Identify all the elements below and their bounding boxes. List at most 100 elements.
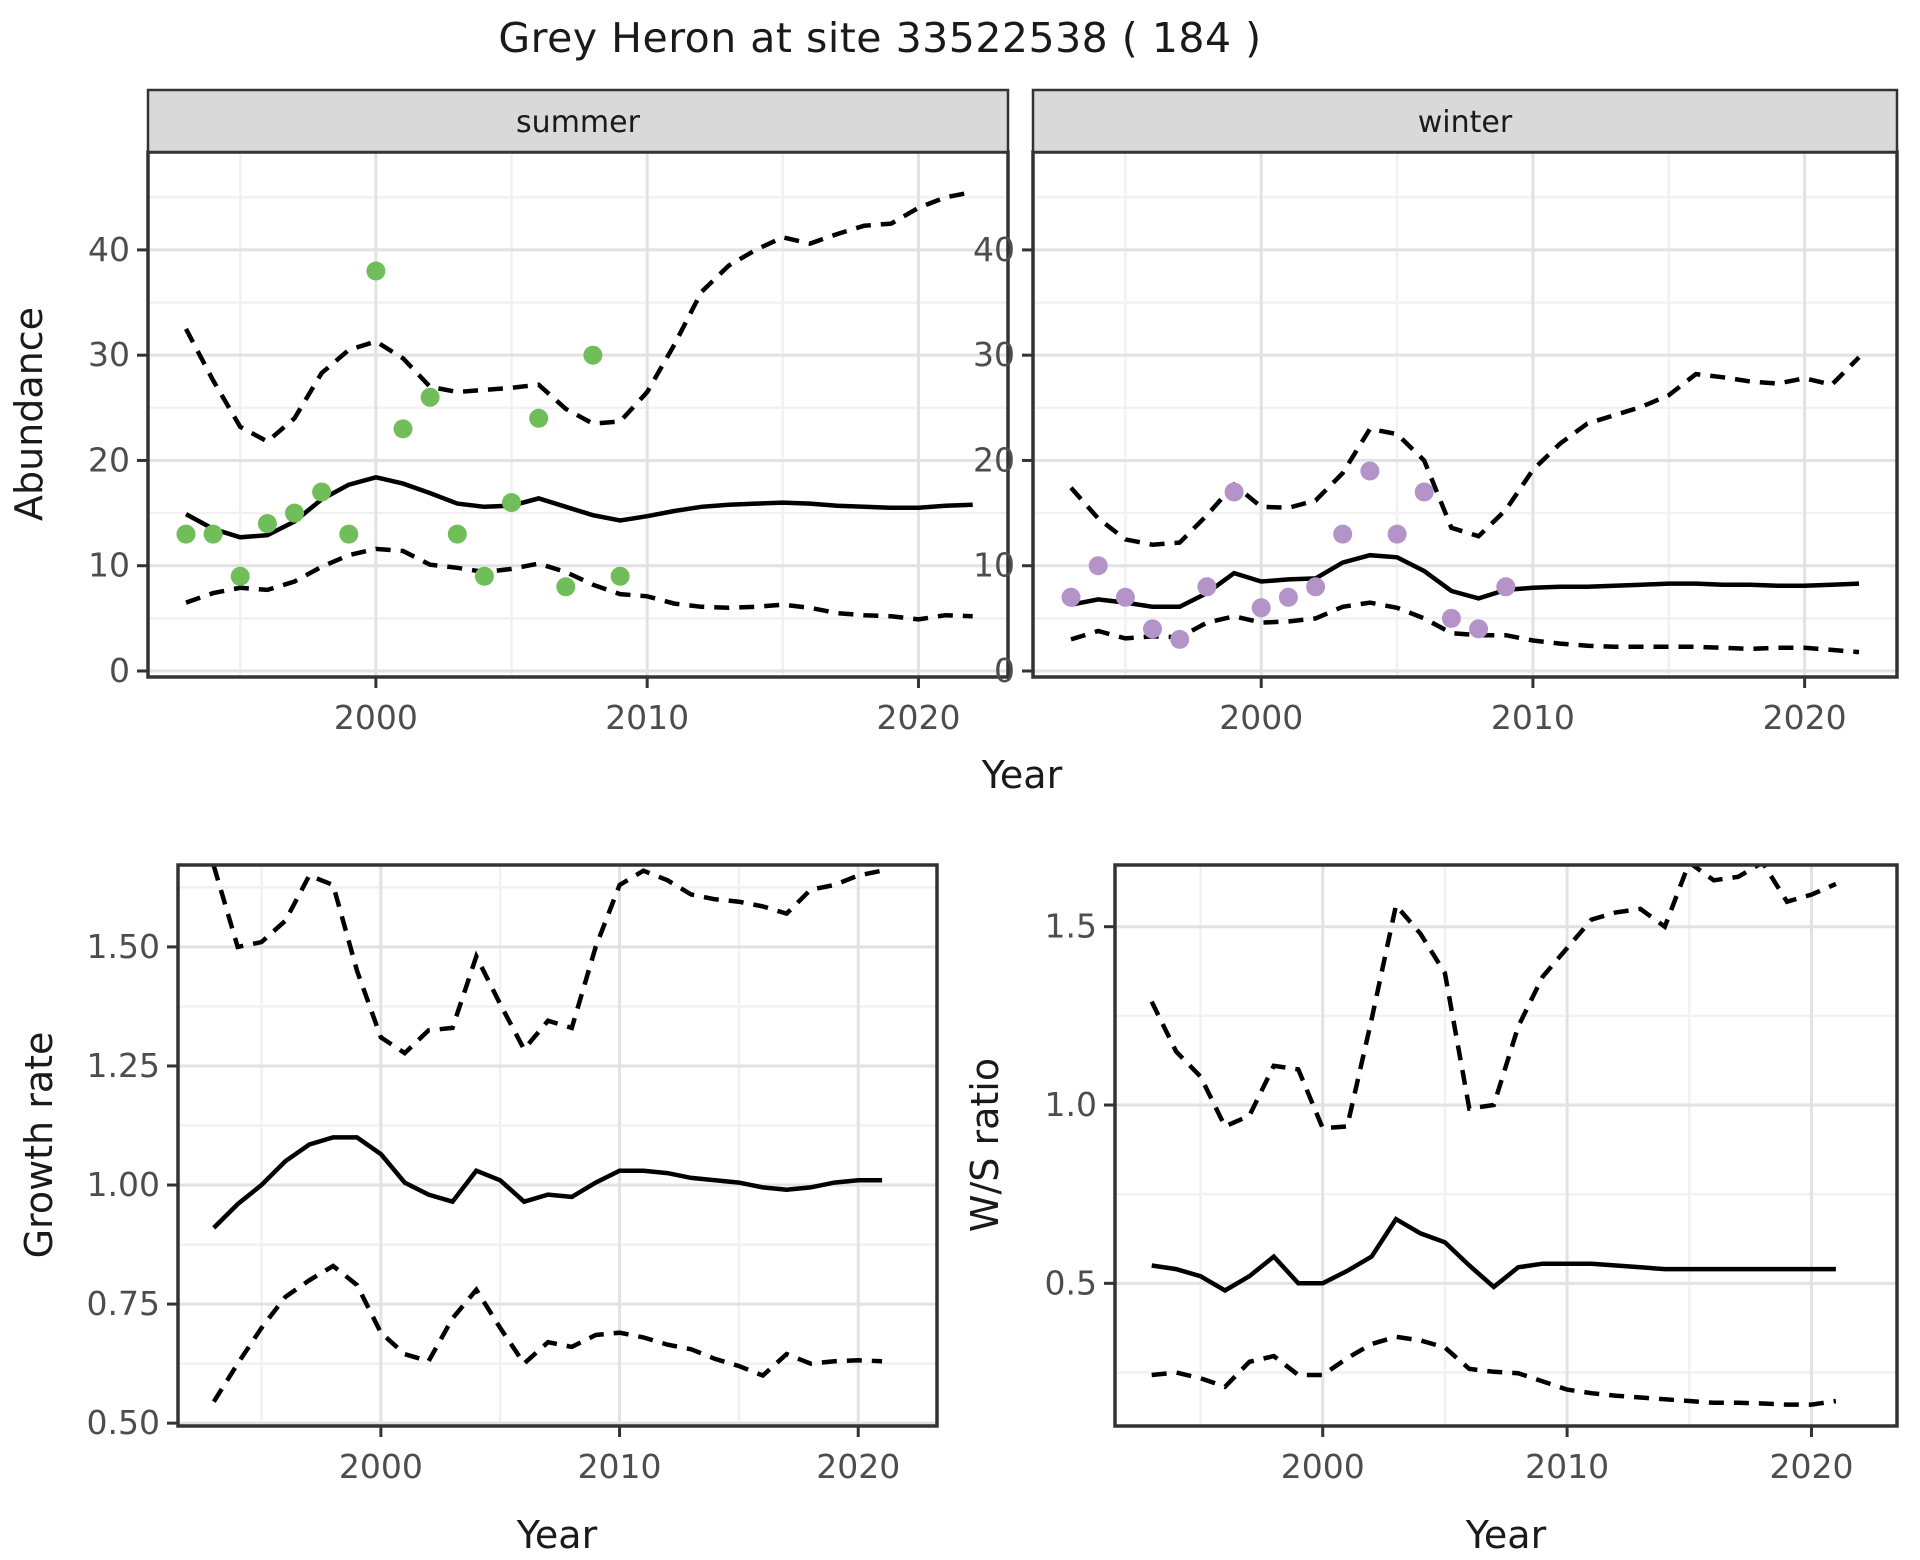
x-axis-title: Year: [1465, 1513, 1547, 1557]
y-tick-label: 1.25: [87, 1046, 160, 1085]
data-point: [502, 493, 521, 513]
panel-ws_ratio: 2000 2010 2020 0.5 1.0 1.5 W/S ratio Year: [963, 863, 1899, 1557]
panel-bg: [1033, 152, 1897, 677]
panel-border: [1113, 863, 1899, 1428]
x-tick-label: 2000: [1281, 1447, 1365, 1486]
data-point: [203, 524, 223, 544]
series-solid-line: [184, 474, 973, 540]
data-point: [285, 503, 304, 523]
x-tick-label: 2020: [1763, 698, 1847, 737]
series-dashed-line: [211, 1263, 883, 1403]
series-dashed-line: [185, 546, 973, 622]
series-solid-line: [212, 1135, 883, 1230]
x-tick-label: 2010: [578, 1447, 662, 1486]
y-tick-label: 0.5: [1045, 1263, 1097, 1302]
x-tick-label: 2020: [816, 1447, 900, 1486]
data-point: [1333, 524, 1353, 544]
series-dashed-line: [1151, 1334, 1837, 1407]
facet-strip: [1031, 88, 1899, 154]
panel-bg: [1115, 865, 1897, 1426]
data-point: [474, 566, 494, 586]
y-axis-title: Growth rate: [17, 1032, 61, 1259]
x-tick-label: 2000: [339, 1447, 423, 1486]
x-tick-label: 2000: [1219, 698, 1303, 737]
data-point: [1061, 587, 1081, 607]
data-point: [1197, 577, 1217, 597]
y-tick-label: 1.5: [1045, 907, 1097, 946]
data-point: [1115, 587, 1135, 607]
series-solid-line: [1070, 552, 1860, 610]
data-point: [447, 524, 467, 544]
data-point: [583, 345, 603, 365]
data-point: [420, 387, 440, 407]
y-tick-label: 10: [973, 546, 1015, 585]
y-tick-label: 1.0: [1045, 1085, 1097, 1124]
data-point: [1496, 577, 1516, 597]
data-point: [393, 419, 413, 439]
series-solid-line: [1151, 1216, 1836, 1294]
series-dashed-line: [1069, 355, 1861, 547]
y-tick-label: 1.00: [87, 1165, 160, 1204]
y-tick-label: 0.75: [87, 1284, 160, 1323]
data-point: [230, 566, 250, 586]
series-dashed-line: [211, 865, 883, 1056]
y-tick-label: 0: [994, 651, 1015, 690]
data-point: [1441, 608, 1461, 628]
y-tick-label: 20: [88, 440, 130, 479]
data-point: [1360, 461, 1380, 481]
data-point: [1224, 482, 1244, 502]
data-point: [176, 524, 196, 544]
data-point: [257, 514, 277, 534]
plot-title: Grey Heron at site 33522538 ( 184 ): [498, 14, 1262, 62]
y-tick-label: 30: [88, 335, 130, 374]
facet-strip-label: winter: [1418, 105, 1513, 140]
x-axis-title: Year: [516, 1513, 598, 1557]
data-point: [1170, 629, 1190, 649]
data-layer: [211, 865, 883, 1403]
x-tick-label: 2000: [334, 698, 418, 737]
shared-x-axis-title: Year: [981, 753, 1063, 797]
x-tick-label: 2010: [605, 698, 689, 737]
y-tick-label: 40: [88, 230, 130, 269]
x-tick-label: 2020: [1769, 1447, 1853, 1486]
x-tick-label: 2010: [1491, 698, 1575, 737]
y-tick-label: 0: [109, 651, 130, 690]
panel-bg: [178, 865, 937, 1426]
data-point: [312, 482, 332, 502]
data-point: [556, 577, 576, 597]
series-dashed-line: [1149, 865, 1837, 1131]
data-point: [1469, 619, 1489, 639]
y-tick-label: 30: [973, 335, 1015, 374]
data-layer: [1149, 865, 1837, 1407]
panel-border: [176, 863, 939, 1428]
series-dashed-line: [184, 189, 974, 445]
data-layer: [176, 189, 974, 622]
data-point: [1306, 577, 1326, 597]
panel-abundance_winter: winter 2000 2010 2020 0 10 20 30 40: [973, 88, 1899, 737]
y-axis-title: Abundance: [7, 307, 51, 521]
data-point: [339, 524, 359, 544]
y-tick-label: 10: [88, 546, 130, 585]
data-point: [529, 408, 549, 428]
y-tick-label: 20: [973, 440, 1015, 479]
y-axis-title: W/S ratio: [963, 1058, 1007, 1232]
data-layer: [1061, 355, 1861, 655]
y-tick-label: 40: [973, 230, 1015, 269]
data-point: [1143, 619, 1162, 639]
data-point: [1414, 482, 1434, 502]
y-tick-label: 0.50: [87, 1403, 160, 1442]
facet-strip-label: summer: [516, 105, 641, 140]
panel-growth_rate: 2000 2010 2020 0.50 0.75 1.00 1.25 1.50 Growth r…: [17, 863, 939, 1557]
x-tick-label: 2020: [876, 698, 960, 737]
data-point: [610, 566, 630, 586]
data-point: [1251, 598, 1271, 618]
data-point: [366, 261, 386, 281]
series-dashed-line: [1070, 600, 1860, 655]
facet-strip: [146, 88, 1010, 154]
data-point: [1278, 587, 1298, 607]
x-tick-label: 2010: [1525, 1447, 1609, 1486]
data-point: [1387, 524, 1407, 544]
